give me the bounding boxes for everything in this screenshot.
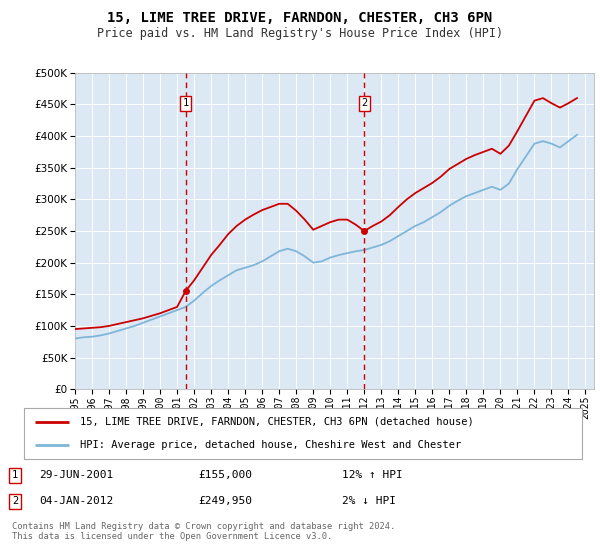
Text: 2% ↓ HPI: 2% ↓ HPI <box>342 496 396 506</box>
Text: 1: 1 <box>12 470 18 480</box>
Text: 2: 2 <box>12 496 18 506</box>
Text: HPI: Average price, detached house, Cheshire West and Chester: HPI: Average price, detached house, Ches… <box>80 440 461 450</box>
Text: £249,950: £249,950 <box>198 496 252 506</box>
Text: £155,000: £155,000 <box>198 470 252 480</box>
Text: 12% ↑ HPI: 12% ↑ HPI <box>342 470 403 480</box>
Text: 29-JUN-2001: 29-JUN-2001 <box>39 470 113 480</box>
Text: 15, LIME TREE DRIVE, FARNDON, CHESTER, CH3 6PN: 15, LIME TREE DRIVE, FARNDON, CHESTER, C… <box>107 11 493 25</box>
Text: Contains HM Land Registry data © Crown copyright and database right 2024.
This d: Contains HM Land Registry data © Crown c… <box>12 522 395 542</box>
Text: 04-JAN-2012: 04-JAN-2012 <box>39 496 113 506</box>
Text: 2: 2 <box>361 98 367 108</box>
Text: 1: 1 <box>182 98 189 108</box>
Text: Price paid vs. HM Land Registry's House Price Index (HPI): Price paid vs. HM Land Registry's House … <box>97 27 503 40</box>
Text: 15, LIME TREE DRIVE, FARNDON, CHESTER, CH3 6PN (detached house): 15, LIME TREE DRIVE, FARNDON, CHESTER, C… <box>80 417 473 427</box>
